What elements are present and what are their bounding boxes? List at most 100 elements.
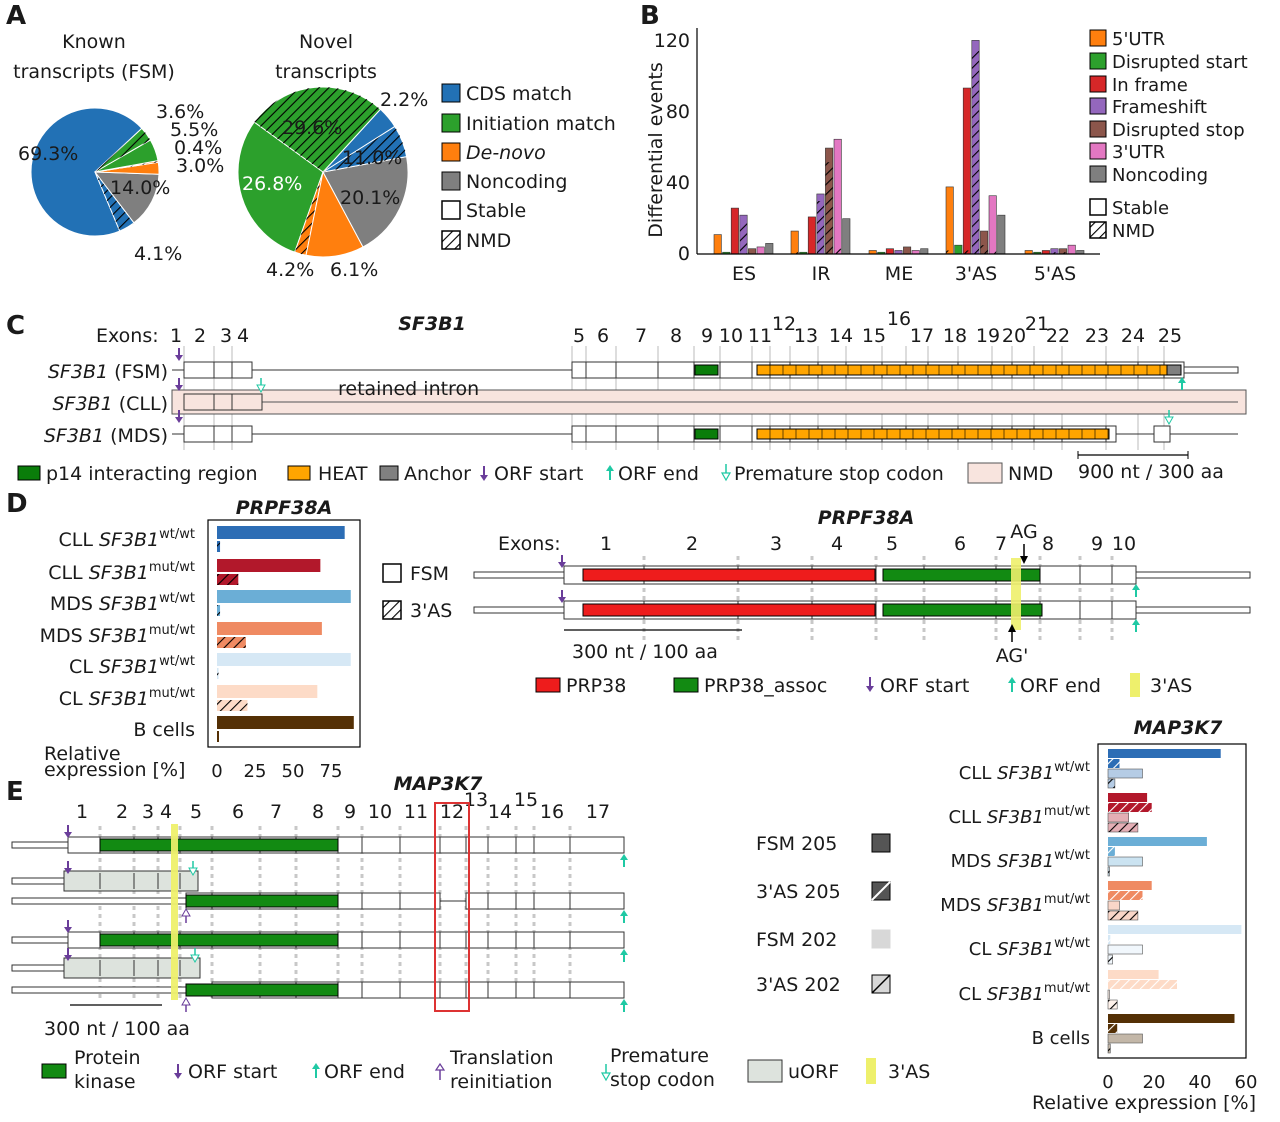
e-exon-12: [439, 981, 467, 999]
legend-stable: Stable: [466, 200, 526, 222]
c-legend-orf-start-icon: [480, 466, 488, 481]
c-heat-fsm: [756, 364, 1168, 376]
e-kinase-3as202: [185, 983, 339, 997]
c-legend-p14: p14 interacting region: [46, 463, 258, 485]
e-orf-start-head: [64, 868, 72, 874]
e-gene-title: MAP3K7: [394, 773, 483, 795]
c-exon-num-6: 6: [597, 325, 609, 347]
c-exon-num-12: 12: [772, 313, 796, 335]
c-exon-9: [719, 361, 753, 379]
d-row-label-2: MDS SF3B1wt/wt: [50, 591, 195, 615]
b-bar-IR-In frame: [807, 216, 816, 255]
d-bar-3as-hatch-2: [217, 605, 221, 616]
novel-label-4-2: 4.2%: [266, 259, 314, 281]
d-bar-3as-6: [217, 731, 219, 742]
e-exon-1: [67, 836, 101, 854]
c-legend-swatch-heat: [287, 465, 311, 481]
m-bar-3-0: [1108, 881, 1152, 890]
e-utr: [11, 964, 65, 972]
b-xtick-5'AS: 5'AS: [1034, 263, 1076, 285]
b-bar-nmd-3'AS-Disrupted stop: [980, 245, 988, 254]
m-bar-hatch-5-3: [1108, 1000, 1118, 1009]
d-exons-label: Exons:: [498, 533, 561, 555]
pie-slice-29.6%: [237, 121, 324, 253]
e-orf-end-head: [620, 949, 628, 955]
e-orf-start-head: [64, 832, 72, 838]
legend-noncoding: Noncoding: [466, 171, 567, 193]
c-track-mds-label: SF3B1 (MDS): [44, 425, 168, 447]
d-fsm-swatch: [382, 563, 402, 583]
d-exon-num-9: 9: [1091, 533, 1103, 555]
known-label-14: 14.0%: [110, 177, 170, 199]
d-row-labels: CLL SF3B1wt/wt CLL SF3B1mut/wt MDS SF3B1wt…: [40, 527, 195, 741]
e-exon-14: [487, 931, 517, 949]
pie-slice-hatch-6.1%: [323, 126, 407, 172]
d-legend-orf-start: ORF start: [880, 675, 969, 697]
c-exon-num-23: 23: [1085, 325, 1109, 347]
e-orf-end-head: [620, 910, 628, 916]
m-bar-0-0: [1108, 749, 1221, 758]
d-utr5-1: [473, 606, 565, 614]
novel-label-26-8: 26.8%: [242, 173, 302, 195]
d-legend-prp38: PRP38: [566, 675, 626, 697]
e-legend-3as: 3'AS: [888, 1061, 930, 1083]
b-bar-3'AS-In frame: [962, 87, 971, 255]
c-stop-head: [256, 384, 266, 394]
prpf38a-gene-model: [473, 544, 1251, 642]
c-exon-num-25: 25: [1158, 325, 1182, 347]
sf3b1-title: SF3B1: [398, 313, 466, 335]
m-bar-hatch-5-1: [1108, 980, 1177, 989]
pie-slice-hatch-4.1%: [95, 172, 134, 232]
c-cll-exon-2: [213, 393, 233, 411]
d-ag-label: AG: [1010, 521, 1037, 543]
e-uorf-202: [63, 957, 201, 979]
panel-c-legend: p14 interacting region HEAT Anchor ORF s…: [17, 451, 1224, 485]
e-uorf-205: [63, 870, 199, 892]
c-exon-7: [657, 361, 695, 379]
panel-b-legend: 5'UTR Disrupted start In frame Frameshif…: [1089, 29, 1248, 242]
novel-label-2-2: 2.2%: [380, 89, 428, 111]
d-xlabel-1: Relative: [44, 743, 121, 765]
e-legend-orf-end: ORF end: [324, 1061, 405, 1083]
m-bar-6-0: [1108, 1014, 1235, 1023]
e-exon-num-6: 6: [232, 801, 244, 823]
c-legend-premature-stop: Premature stop codon: [734, 463, 944, 485]
e-legend-reinit-2: reinitiation: [450, 1071, 552, 1093]
d-exon-num-5: 5: [886, 533, 898, 555]
d-bar-3as-hatch-5: [217, 700, 248, 711]
d-prp38-0: [582, 568, 876, 582]
e-exon-16: [533, 836, 571, 854]
events-bar-chart: ES IR ME 3'AS 5'AS: [713, 40, 1085, 285]
novel-label-11: 11.0%: [342, 147, 402, 169]
panel-a-label: A: [6, 1, 26, 31]
d-3as-label: 3'AS: [410, 600, 452, 622]
e-exon-10: [361, 931, 401, 949]
e-exon-12: [439, 931, 467, 949]
e-legend-kinase-1: Protein: [74, 1047, 141, 1069]
legend-init: Initiation match: [466, 113, 616, 135]
b-legend-5utr: 5'UTR: [1112, 29, 1165, 50]
e-utr: [11, 936, 69, 944]
m-bar-hatch-0-3: [1108, 779, 1115, 788]
m-bar-hatch-3-3: [1108, 911, 1138, 920]
d-exon-num-2: 2: [686, 533, 698, 555]
b-bar-nmd-ES-Frameshift: [739, 222, 748, 254]
m-bar-hatch-3-1: [1108, 891, 1143, 900]
m-row-label-0: CLL SF3B1wt/wt: [959, 760, 1090, 784]
e-exon-num-13: 13: [464, 789, 488, 811]
map3k7-gene-models: [11, 824, 628, 1012]
e-exon-9: [337, 892, 363, 910]
b-bar-3'AS-Disrupted start: [954, 244, 963, 255]
c-exon-6: [615, 361, 659, 379]
b-bar-nmd-IR-3'UTR: [834, 248, 842, 254]
e-exon-10: [361, 981, 401, 999]
m-row-label-6: B cells: [1032, 1028, 1090, 1049]
d-legend-orf-end-icon: [1008, 677, 1016, 692]
m-bar-hatch-1-3: [1108, 823, 1138, 832]
c-legend-orf-end-icon: [606, 465, 614, 480]
c-exon-num-9: 9: [701, 325, 713, 347]
b-xtick-3'AS: 3'AS: [955, 263, 997, 285]
c-track-cll-label: SF3B1 (CLL): [52, 393, 168, 415]
b-legend-nmd: NMD: [1112, 221, 1155, 242]
